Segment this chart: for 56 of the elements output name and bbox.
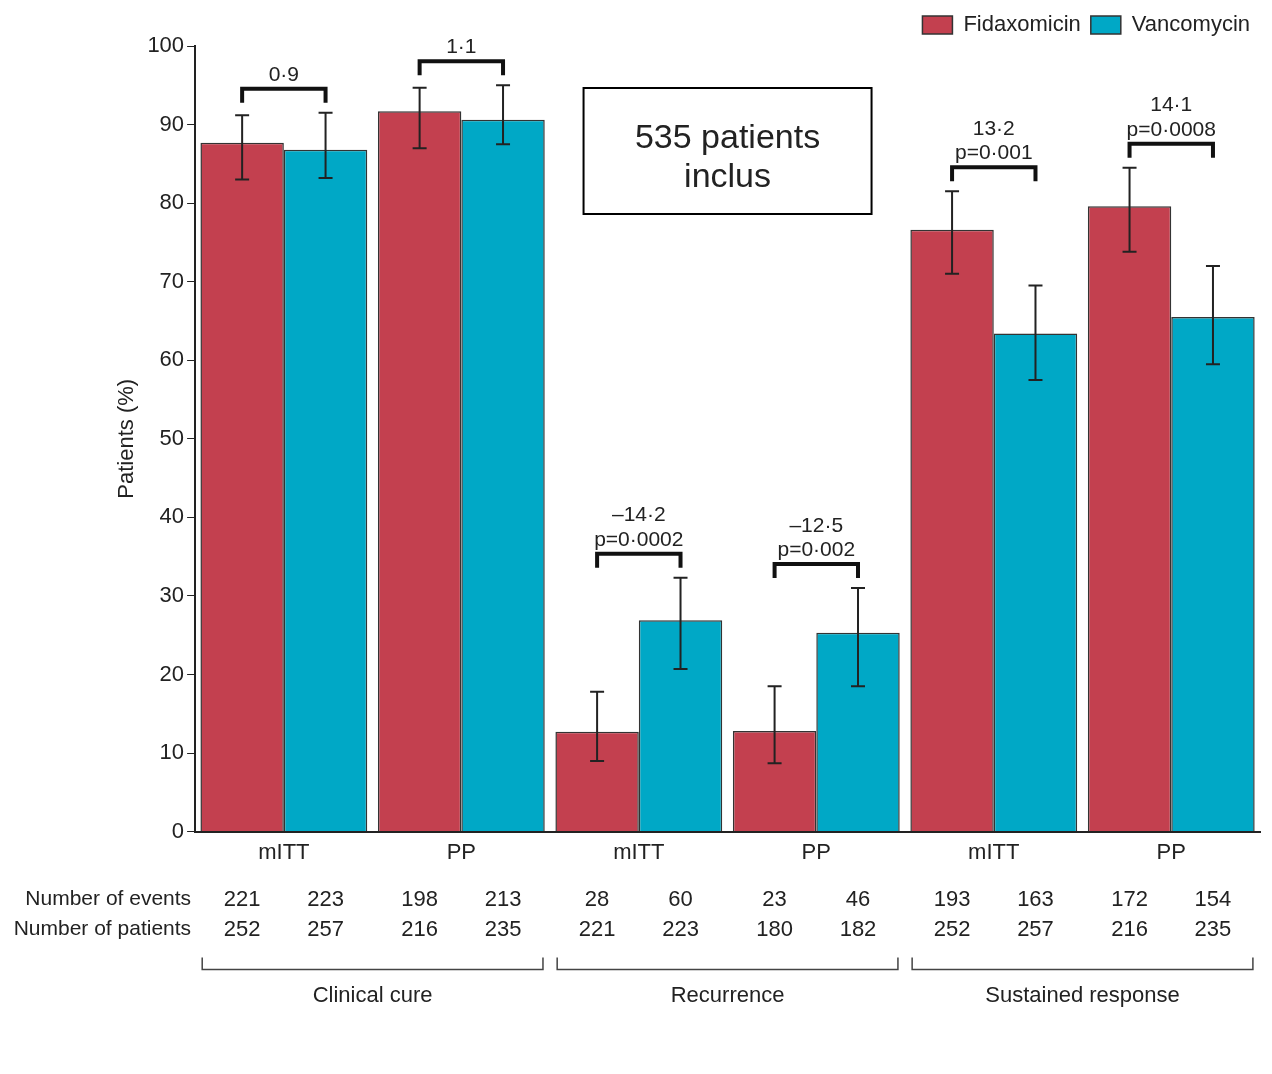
text: 252 (223, 915, 261, 941)
legend-label: Fidaxomicin (963, 11, 1081, 37)
y-tick-label: 80 (159, 189, 185, 215)
annotation: 1·1 (446, 34, 477, 58)
y-tick-label: 100 (147, 32, 185, 58)
y-tick-label: 10 (159, 739, 185, 765)
legend-label: Vancomycin (1131, 11, 1251, 37)
annotation: 535 patients inclus (634, 117, 821, 195)
text: 23 (762, 885, 787, 911)
text: Number of patients (13, 916, 192, 940)
x-tick-label: PP (1156, 838, 1186, 864)
text: 172 (1111, 885, 1148, 911)
annotation: 14·1 p=0·0008 (1126, 92, 1216, 140)
y-axis-title: Patients (%) (113, 378, 139, 499)
text: 235 (1194, 915, 1232, 941)
text: 221 (223, 885, 261, 911)
annotation: 13·2 p=0·001 (954, 115, 1033, 164)
y-tick-label: 0 (171, 817, 185, 843)
text: 221 (578, 915, 616, 941)
y-tick-label: 70 (159, 267, 185, 293)
text: 163 (1017, 885, 1054, 911)
y-tick-label: 20 (159, 660, 185, 686)
text: 60 (668, 885, 693, 911)
text: Recurrence (670, 981, 785, 1007)
text: Clinical cure (312, 981, 433, 1007)
x-tick-label: PP (446, 838, 477, 864)
text: 198 (401, 885, 438, 911)
y-tick-label: 90 (159, 110, 185, 136)
text: 28 (584, 885, 610, 911)
text: Number of events (25, 886, 192, 910)
text: 182 (839, 915, 877, 941)
y-tick-label: 40 (159, 503, 185, 529)
text: 213 (484, 885, 522, 911)
text: 223 (307, 885, 344, 911)
text: 193 (933, 885, 971, 911)
text: 216 (1111, 915, 1148, 941)
text: 257 (1017, 915, 1054, 941)
text: 216 (401, 915, 438, 941)
text: 180 (756, 915, 793, 941)
annotation: –14·2 p=0·0002 (594, 502, 684, 550)
annotation: –12·5 p=0·002 (777, 512, 856, 560)
y-tick-label: 60 (159, 346, 185, 372)
y-tick-label: 30 (159, 581, 185, 607)
x-tick-label: PP (801, 838, 831, 864)
text: 235 (484, 915, 522, 941)
text: 252 (933, 915, 971, 941)
x-tick-label: mITT (258, 838, 310, 864)
x-tick-label: mITT (968, 838, 1020, 864)
annotation: 0·9 (268, 61, 300, 85)
text: Sustained response (985, 981, 1180, 1007)
text: 223 (662, 915, 699, 941)
text: 154 (1194, 885, 1232, 911)
text: 46 (845, 885, 871, 911)
x-tick-label: mITT (613, 838, 665, 864)
y-tick-label: 50 (159, 424, 185, 450)
text: 257 (307, 915, 344, 941)
